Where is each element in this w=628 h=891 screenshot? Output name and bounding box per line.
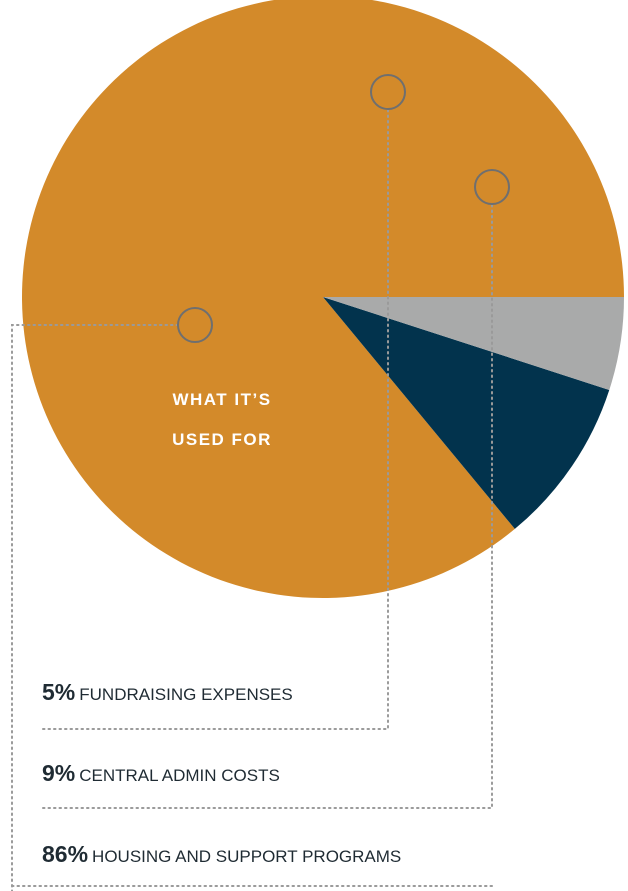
leader-line-housing xyxy=(11,324,179,891)
legend-item-fundraising: 5% FUNDRAISING EXPENSES xyxy=(42,677,293,707)
pie-slice-fundraising xyxy=(323,297,624,391)
chart-center-label: WHAT IT’S USED FOR xyxy=(122,380,322,460)
legend-label-central-admin: CENTRAL ADMIN COSTS xyxy=(79,766,280,785)
legend-percent-central-admin: 9% xyxy=(42,760,76,786)
pie-slice-central-admin xyxy=(323,297,610,529)
leader-line-central-admin xyxy=(41,204,493,809)
legend-label-housing: HOUSING AND SUPPORT PROGRAMS xyxy=(92,847,402,866)
legend-item-central-admin: 9% CENTRAL ADMIN COSTS xyxy=(42,758,280,788)
slice-marker-fundraising xyxy=(370,74,406,110)
center-label-line-1: WHAT IT’S xyxy=(172,390,272,409)
legend-percent-housing: 86% xyxy=(42,841,89,867)
legend-item-housing: 86% HOUSING AND SUPPORT PROGRAMS xyxy=(42,839,401,869)
slice-marker-central-admin xyxy=(474,169,510,205)
center-label-line-2: USED FOR xyxy=(172,430,272,449)
legend-percent-fundraising: 5% xyxy=(42,679,76,705)
pie-slice-housing xyxy=(22,0,624,598)
slice-marker-housing xyxy=(177,307,213,343)
legend-label-fundraising: FUNDRAISING EXPENSES xyxy=(79,685,293,704)
